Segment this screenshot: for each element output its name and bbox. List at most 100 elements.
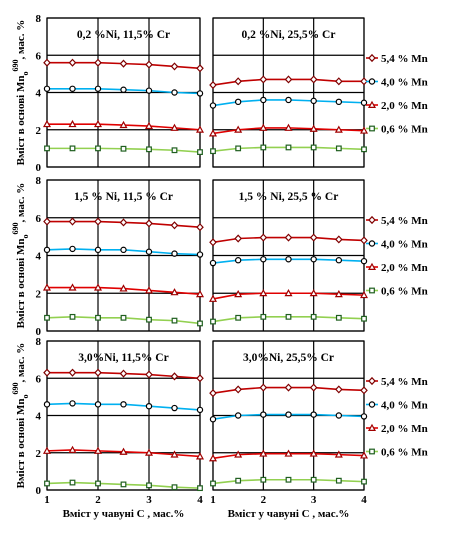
x-tick-label: 4 [197,494,203,506]
marker [260,144,267,151]
marker [209,259,217,267]
marker [93,119,103,128]
marker [259,383,268,392]
marker [368,376,376,386]
marker [260,96,267,104]
y-tick-label: 0 [36,162,42,174]
marker [44,480,50,487]
x-axis-label: Вміст у чавуні С , мас.% [63,508,185,520]
marker [171,317,178,324]
marker [209,389,217,398]
legend-label: 0,6 % Mn [381,447,428,459]
marker [196,406,204,414]
marker [367,100,377,109]
marker [144,448,154,456]
panel-title: 1,5 % Ni, 25,5 % Cr [239,191,339,203]
y-axis-label-tail: , мас. % [15,20,27,60]
marker [360,413,368,420]
marker [309,75,318,84]
marker [234,289,243,298]
marker [170,372,179,381]
marker [285,256,292,263]
marker [285,313,292,320]
marker [120,481,127,488]
marker [234,77,242,86]
marker [361,478,367,485]
x-tick-label: 3 [311,494,317,506]
marker [146,146,152,153]
marker [69,313,76,320]
marker [196,90,204,97]
marker [284,289,293,297]
marker [260,256,267,263]
x-tick-label: 1 [44,494,50,506]
marker [209,102,217,109]
y-tick-label: 8 [36,175,42,187]
y-axis-label-sup: 690 [11,60,20,72]
marker [171,250,178,257]
marker [120,401,127,408]
marker [120,86,127,93]
marker [210,480,216,487]
marker [234,450,243,458]
x-tick-label: 3 [146,494,152,506]
marker [259,233,268,242]
marker [145,60,153,69]
marker [145,370,153,379]
marker [196,223,204,232]
marker [69,145,76,152]
legend-label: 2,0 % Mn [381,423,428,435]
marker [369,125,375,132]
y-tick-label: 8 [36,13,42,25]
marker [170,62,179,71]
marker [94,85,102,92]
marker [368,401,376,408]
y-tick-label: 4 [36,88,42,100]
marker [368,215,376,225]
marker [195,125,205,133]
marker [234,125,243,133]
marker [42,283,52,291]
marker [360,257,368,265]
marker [359,451,369,459]
marker [68,58,77,67]
marker [259,289,268,297]
marker [145,248,153,255]
panel-title: 3,0%Ni, 25,5% Cr [243,352,334,364]
marker [119,369,128,378]
marker [361,315,367,322]
marker [234,234,242,243]
y-tick-label: 4 [36,251,42,263]
marker [309,124,318,132]
marker [197,149,203,156]
marker [146,482,152,489]
marker [310,97,317,105]
marker [360,99,368,106]
marker [259,449,268,457]
marker [69,85,76,92]
panel-title: 0,2 %Ni, 25,5% Cr [242,29,336,41]
marker [335,385,343,394]
marker [196,374,204,383]
marker [195,289,205,298]
marker [171,484,178,491]
marker [369,448,375,455]
marker [309,289,318,297]
legend-label: 0,6 % Mn [381,124,428,136]
marker [260,313,267,320]
marker [196,64,204,73]
marker [234,98,242,106]
marker [310,256,317,263]
marker [95,314,101,321]
x-tick-label: 1 [210,494,216,506]
marker [93,283,103,291]
marker [93,446,103,454]
marker [120,314,127,321]
legend-label: 4,0 % Mn [381,77,428,89]
marker [69,479,76,486]
marker [68,119,77,128]
marker [145,402,153,410]
y-tick-label: 6 [36,373,42,385]
y-tick-label: 2 [36,125,42,137]
